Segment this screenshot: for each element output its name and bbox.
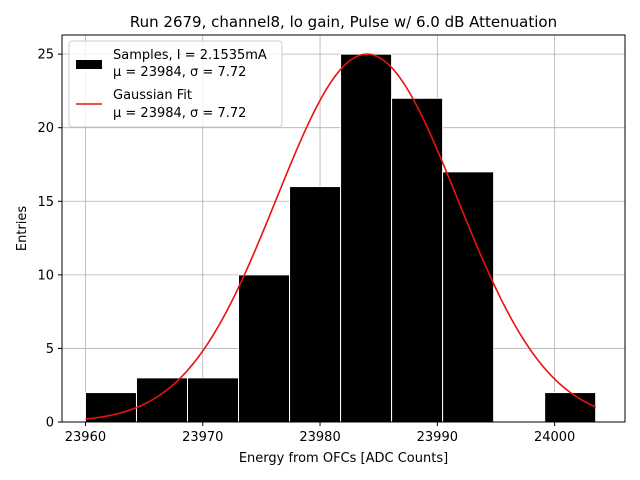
histogram-bar [442,171,495,423]
histogram-bar [289,186,342,423]
legend-box [68,40,283,128]
y-tick-label: 0 [46,416,54,431]
x-axis-label: Energy from OFCs [ADC Counts] [239,451,448,466]
histogram-bars [84,53,597,423]
y-tick-label: 5 [46,342,54,357]
x-tick-label: 24000 [534,430,575,445]
chart-title: Run 2679, channel8, lo gain, Pulse w/ 6.… [130,13,557,31]
x-tick-label: 23970 [182,430,223,445]
y-tick-label: 25 [37,48,54,63]
histogram-bar [391,97,444,423]
x-axis: 23960 23970 23980 23990 24000 [65,422,575,445]
x-tick-label: 23990 [417,430,458,445]
legend: Samples, I = 2.1535mA μ = 23984, σ = 7.7… [68,40,283,128]
legend-samples-label: Samples, I = 2.1535mA [113,48,267,63]
legend-samples-stats: μ = 23984, σ = 7.72 [113,65,246,80]
histogram-bar [340,53,393,423]
gaussian-fit-curve [85,53,596,420]
y-axis-label: Entries [15,206,30,252]
legend-fit-stats: μ = 23984, σ = 7.72 [113,106,246,121]
histogram-bar [135,377,189,423]
y-tick-label: 15 [37,195,54,210]
y-tick-label: 10 [37,268,54,283]
plot-frame [61,34,626,423]
x-tick-label: 23980 [299,430,340,445]
histogram-bar [238,274,291,423]
histogram-bar [187,377,240,423]
x-tick-label: 23960 [65,430,106,445]
y-axis: 0 5 10 15 20 25 [37,48,62,431]
plot-area [61,34,626,423]
histogram-bar [544,392,597,423]
y-tick-label: 20 [37,121,54,136]
legend-swatch-samples [76,60,102,69]
legend-fit-label: Gaussian Fit [113,88,192,103]
